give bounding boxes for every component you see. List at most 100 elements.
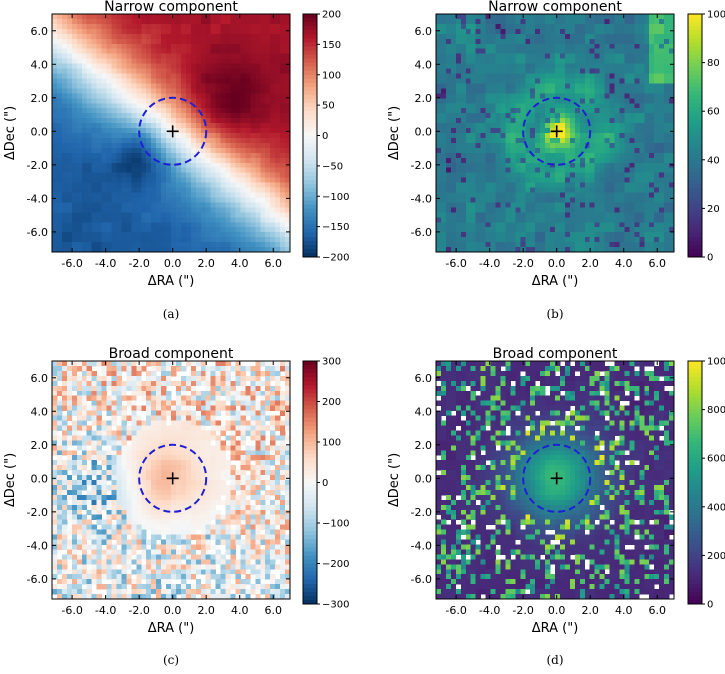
- heatmap-cell: [639, 78, 645, 84]
- heatmap-cell: [545, 137, 551, 144]
- heatmap-cell: [649, 182, 655, 188]
- heatmap-cell: [614, 78, 620, 84]
- heatmap-cell: [220, 152, 226, 159]
- heatmap-cell: [175, 14, 182, 20]
- heatmap-cell: [86, 23, 93, 30]
- heatmap-cell: [136, 63, 142, 69]
- heatmap-cell: [71, 192, 78, 198]
- heatmap-cell: [555, 212, 561, 218]
- heatmap-cell: [126, 192, 132, 198]
- heatmap-cell: [230, 108, 236, 114]
- heatmap-cell: [76, 212, 83, 218]
- heatmap-cell: [480, 237, 486, 243]
- heatmap-cell: [639, 222, 645, 228]
- heatmap-cell: [66, 361, 73, 367]
- heatmap-cell: [659, 123, 665, 129]
- heatmap-cell: [101, 172, 107, 179]
- colorbar-segment: [688, 38, 702, 43]
- heatmap-cell: [609, 172, 615, 179]
- heatmap-cell: [131, 147, 137, 154]
- heatmap-cell: [195, 123, 202, 129]
- heatmap-cell: [564, 217, 571, 223]
- heatmap-cell: [589, 172, 596, 179]
- colorbar-segment: [303, 236, 317, 242]
- heatmap-cell: [61, 405, 68, 411]
- heatmap-cell: [121, 222, 127, 228]
- heatmap-cell: [500, 133, 506, 139]
- heatmap-cell: [156, 232, 162, 238]
- heatmap-cell: [91, 18, 98, 25]
- heatmap-cell: [450, 33, 457, 40]
- heatmap-cell: [505, 162, 511, 169]
- heatmap-cell: [86, 192, 93, 198]
- heatmap-cell: [619, 232, 625, 238]
- heatmap-cell: [510, 63, 516, 69]
- heatmap-cell: [440, 177, 447, 183]
- heatmap-cell: [589, 197, 596, 203]
- heatmap-cell: [185, 142, 192, 149]
- heatmap-cell: [634, 63, 640, 69]
- heatmap-cell: [455, 68, 462, 74]
- heatmap-cell: [470, 133, 477, 139]
- heatmap-cell: [81, 152, 88, 159]
- heatmap-cell: [436, 113, 442, 119]
- heatmap-cell: [215, 202, 221, 208]
- heatmap-cell: [500, 227, 506, 233]
- heatmap-cell: [156, 237, 162, 243]
- heatmap-cell: [285, 227, 291, 233]
- heatmap-cell: [220, 182, 226, 188]
- colorbar-tick-label: −200: [322, 253, 349, 264]
- heatmap-cell: [121, 177, 127, 183]
- heatmap-cell: [535, 98, 541, 104]
- heatmap-cell: [260, 58, 266, 64]
- heatmap-cell: [56, 23, 63, 30]
- heatmap-cell: [265, 197, 271, 203]
- heatmap-cell: [235, 137, 241, 144]
- heatmap-cell: [156, 172, 162, 179]
- heatmap-cell: [654, 197, 660, 203]
- heatmap-cell: [495, 237, 501, 243]
- heatmap-cell: [436, 73, 442, 79]
- heatmap-cell: [639, 93, 645, 99]
- heatmap-cell: [52, 529, 58, 535]
- heatmap-cell: [190, 177, 197, 183]
- heatmap-cell: [245, 128, 251, 134]
- heatmap-cell: [579, 157, 586, 164]
- heatmap-cell: [275, 123, 281, 129]
- heatmap-cell: [445, 103, 452, 109]
- heatmap-cell: [52, 519, 58, 526]
- heatmap-cell: [559, 147, 566, 154]
- heatmap-cell: [101, 118, 107, 124]
- heatmap-cell: [255, 152, 261, 159]
- heatmap-cell: [604, 28, 610, 35]
- heatmap-cell: [574, 78, 581, 84]
- heatmap-cell: [255, 197, 261, 203]
- heatmap-cell: [664, 202, 670, 208]
- heatmap-cell: [659, 93, 665, 99]
- heatmap-cell: [250, 187, 256, 193]
- heatmap-cell: [52, 509, 58, 516]
- heatmap-cell: [465, 142, 472, 149]
- heatmap-cell: [470, 177, 477, 183]
- heatmap-cell: [106, 222, 112, 228]
- heatmap-cell: [141, 177, 147, 183]
- heatmap-cell: [200, 43, 207, 50]
- heatmap-cell: [71, 68, 78, 74]
- heatmap-cell: [450, 23, 457, 30]
- heatmap-cell: [545, 227, 551, 233]
- heatmap-cell: [490, 242, 496, 248]
- heatmap-cell: [550, 232, 556, 238]
- colorbar-a: [303, 14, 317, 258]
- heatmap-cell: [111, 217, 117, 223]
- heatmap-cell: [195, 33, 202, 40]
- heatmap-cell: [240, 202, 246, 208]
- heatmap-cell: [52, 38, 58, 45]
- heatmap-cell: [465, 207, 472, 213]
- heatmap-cell: [569, 53, 576, 60]
- heatmap-cell: [470, 103, 477, 109]
- heatmap-cell: [225, 48, 231, 55]
- heatmap-cell: [579, 33, 586, 40]
- heatmap-cell: [495, 33, 501, 40]
- heatmap-cell: [71, 177, 78, 183]
- heatmap-cell: [490, 142, 496, 149]
